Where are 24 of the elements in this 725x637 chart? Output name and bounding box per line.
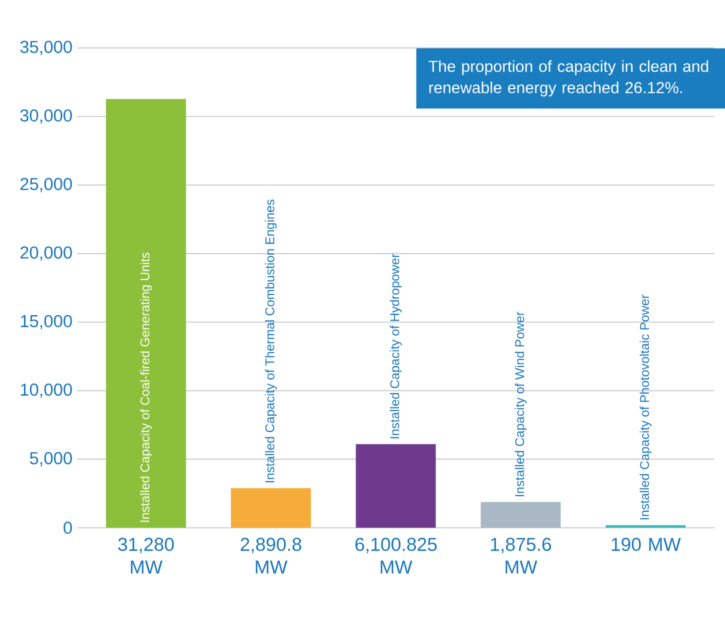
data-label: 31,280 MW (118, 538, 174, 574)
x-tick-label: Installed Capacity of Wind Power (514, 312, 527, 496)
x-tick-label: Installed Capacity of Photovoltaic Power (640, 294, 652, 520)
bar (356, 444, 436, 528)
bar (480, 502, 561, 528)
bar (606, 525, 686, 528)
bar (230, 488, 311, 528)
y-tick-label: 30,000 (20, 109, 72, 124)
y-tick-label: 35,000 (20, 40, 72, 56)
y-tick-label: 0 (64, 522, 72, 534)
y-tick-label: 25,000 (20, 178, 72, 192)
annotation: The proportion of capacity in clean and renewable energy reached 26.12%. (428, 60, 708, 96)
y-tick-label: 5,000 (30, 452, 72, 466)
y-tick-label: 15,000 (20, 314, 72, 330)
bar (106, 98, 186, 528)
data-label: 2,890.8 MW (240, 538, 302, 574)
y-tick-label: 20,000 (20, 246, 72, 261)
data-label: 1,875.6 MW (491, 538, 552, 574)
y-tick-label: 10,000 (20, 383, 72, 398)
x-tick-label: Installed Capacity of Thermal Combustion Engines (265, 200, 277, 482)
x-tick-label: Installed Capacity of Hydropower (390, 254, 402, 438)
data-label: 6,100.825 MW (355, 538, 437, 574)
data-label: 190 MW (612, 538, 681, 551)
x-tick-label: Installed Capacity of Coal-fired Generating Units (140, 252, 152, 522)
